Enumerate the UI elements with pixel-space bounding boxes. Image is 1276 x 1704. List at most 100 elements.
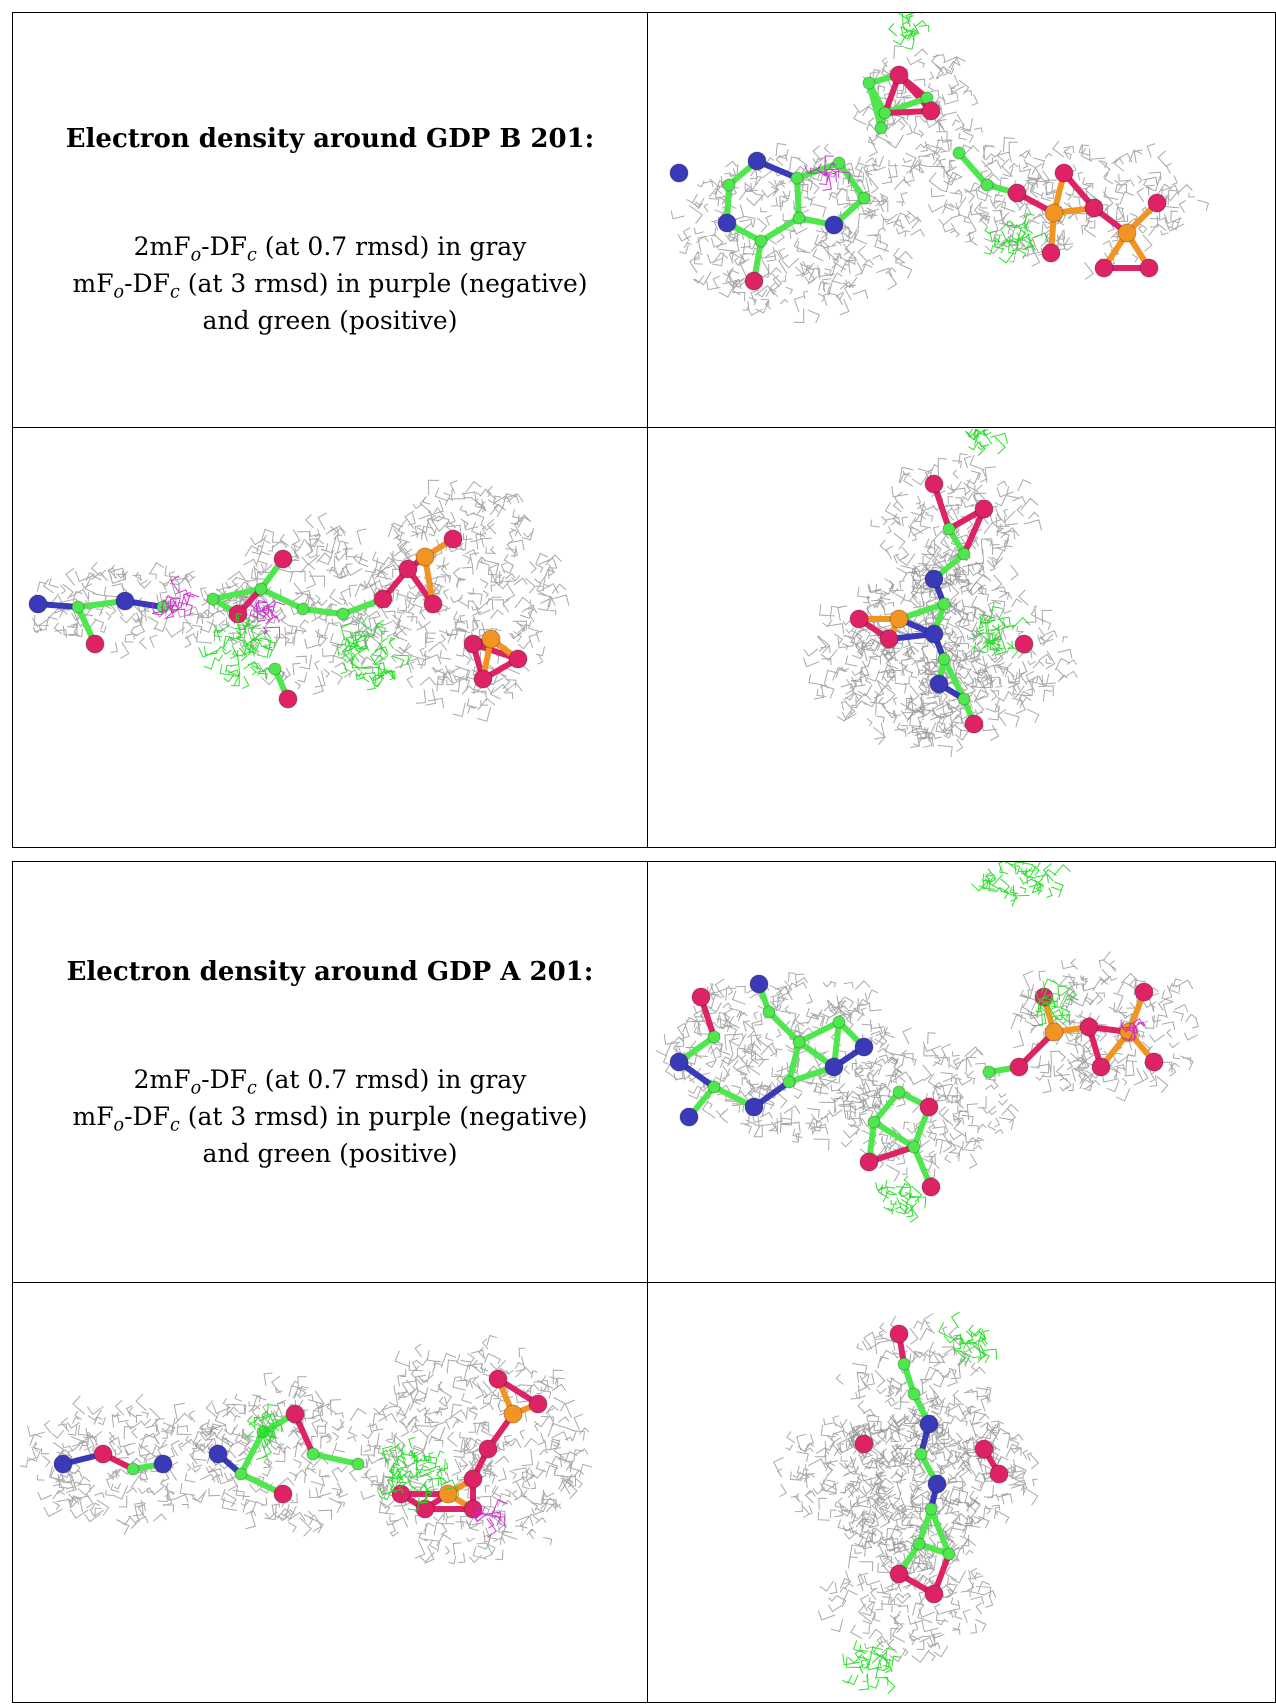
carbon-atom (71, 600, 85, 614)
nitrogen-atom (824, 215, 844, 235)
caption-line-colors: and green (positive) (202, 1139, 458, 1168)
carbon-atom (336, 607, 350, 621)
bond (758, 215, 802, 244)
oxygen-atom (879, 629, 899, 649)
density-mesh-negative (471, 1499, 508, 1538)
oxygen-atom (1147, 193, 1167, 213)
carbon-atom (957, 692, 971, 706)
carbon-atom (907, 1387, 921, 1401)
oxygen-atom (889, 1324, 909, 1344)
carbon-atom (937, 652, 951, 666)
oxygen-atom (473, 669, 493, 689)
nitrogen-atom (28, 594, 48, 614)
oxygen-atom (1094, 258, 1114, 278)
nitrogen-atom (717, 213, 737, 233)
nitrogen-atom (924, 624, 944, 644)
oxygen-atom (273, 1484, 293, 1504)
density-view-a201-top-right (649, 862, 1276, 1282)
carbon-atom (832, 156, 846, 170)
carbon-atom (982, 1065, 996, 1079)
nitrogen-atom (747, 151, 767, 171)
phosphorus-atom (481, 629, 501, 649)
figure-panel-gdp-a201: Electron density around GDP A 201: 2mFo-… (12, 861, 1276, 1703)
oxygen-atom (924, 474, 944, 494)
bond (258, 586, 306, 612)
caption-line-2fofc: 2mFo-DFc (at 0.7 rmsd) in gray (133, 1065, 527, 1099)
oxygen-atom (1041, 243, 1061, 263)
oxygen-atom (391, 1484, 411, 1504)
oxygen-atom (859, 1152, 879, 1172)
oxygen-atom (373, 589, 393, 609)
bond (210, 586, 264, 602)
nitrogen-atom (924, 569, 944, 589)
oxygen-atom (443, 529, 463, 549)
oxygen-atom (398, 559, 418, 579)
carbon-atom (862, 76, 876, 90)
bond (916, 1506, 934, 1547)
density-mesh-2fofc (670, 45, 1210, 324)
carbon-atom (707, 1030, 721, 1044)
density-view-b201-top-right (649, 13, 1276, 427)
nitrogen-atom (115, 591, 135, 611)
carbon-atom (792, 211, 806, 225)
nitrogen-atom (749, 974, 769, 994)
caption-gdp-a201: Electron density around GDP A 201: 2mFo-… (13, 954, 647, 1172)
bond (310, 1451, 361, 1467)
phosphorus-atom (438, 1484, 458, 1504)
phosphorus-atom (1044, 203, 1064, 223)
nitrogen-atom (919, 1414, 939, 1434)
density-mesh-2fofc (655, 951, 1199, 1182)
oxygen-atom (85, 634, 105, 654)
carbon-atom (306, 1447, 320, 1461)
bond (871, 1089, 902, 1125)
oxygen-atom (463, 634, 483, 654)
density-mesh-positive (888, 13, 1049, 264)
density-mesh-positive (875, 862, 1078, 1223)
gdp-ball-and-stick-model (53, 1369, 548, 1519)
caption-line-fofc: mFo-DFc (at 3 rmsd) in purple (negative) (72, 269, 588, 303)
phosphorus-atom (503, 1404, 523, 1424)
oxygen-atom (1139, 258, 1159, 278)
nitrogen-atom (53, 1454, 73, 1474)
bond (796, 1019, 842, 1045)
oxygen-atom (508, 649, 528, 669)
caption-gdp-b201: Electron density around GDP B 201: 2mFo-… (13, 121, 647, 339)
bond (238, 1429, 266, 1477)
carbon-atom (942, 1547, 956, 1561)
row-divider (13, 1282, 1275, 1283)
oxygen-atom (921, 101, 941, 121)
nitrogen-atom (208, 1444, 228, 1464)
oxygen-atom (889, 65, 909, 85)
oxygen-atom (964, 714, 984, 734)
density-mesh-positive (243, 1403, 460, 1511)
oxygen-atom (989, 1464, 1009, 1484)
carbon-atom (942, 522, 956, 536)
nitrogen-atom (824, 1057, 844, 1077)
density-mesh-positive (198, 613, 410, 691)
carbon-atom (952, 146, 966, 160)
nitrogen-atom (153, 1454, 173, 1474)
phosphorus-atom (1117, 223, 1137, 243)
oxygen-atom (1134, 982, 1154, 1002)
carbon-atom (722, 178, 736, 192)
oxygen-atom (1084, 198, 1104, 218)
row-divider (13, 427, 1275, 428)
bond (956, 150, 990, 188)
gdp-ball-and-stick-model (669, 65, 1167, 291)
carbon-atom (832, 1015, 846, 1029)
bond (786, 1039, 802, 1085)
gdp-ball-and-stick-model (669, 974, 1164, 1197)
gdp-ball-and-stick-model (854, 1324, 1009, 1604)
oxygen-atom (921, 1177, 941, 1197)
carbon-atom (206, 592, 220, 606)
density-mesh-positive (842, 1311, 998, 1695)
caption-title: Electron density around GDP A 201: (66, 957, 594, 987)
carbon-atom (790, 171, 804, 185)
density-mesh-positive (964, 429, 1031, 659)
phosphorus-atom (1044, 1022, 1064, 1042)
oxygen-atom (1007, 183, 1027, 203)
nitrogen-atom (927, 1474, 947, 1494)
oxygen-atom (889, 1564, 909, 1584)
nitrogen-atom (669, 1052, 689, 1072)
oxygen-atom (854, 1434, 874, 1454)
